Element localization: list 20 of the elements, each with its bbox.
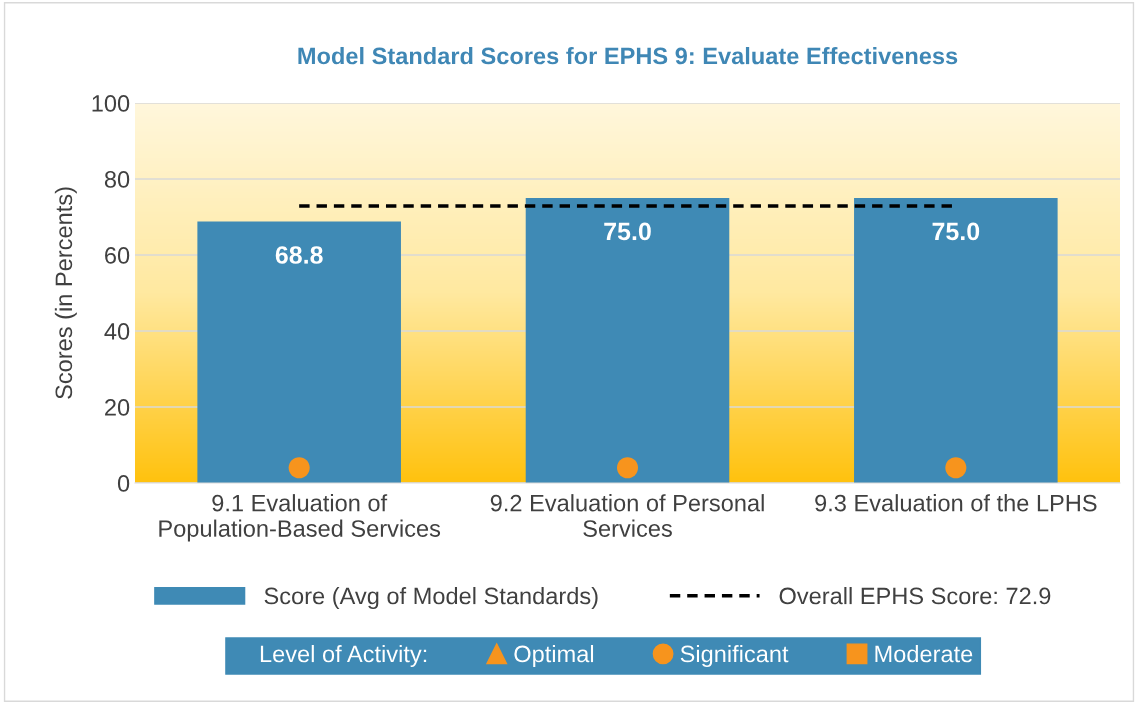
data-label: 75.0: [604, 222, 651, 241]
legend-label: Moderate: [875, 644, 973, 663]
y-tick-label: 60: [105, 247, 130, 264]
legend-label: Significant: [680, 644, 789, 668]
y-tick-label: 40: [104, 323, 130, 340]
y-tick-label: 0: [117, 475, 130, 492]
x-tick-label: 9.1 Evaluation of Population-Based Services: [159, 494, 441, 542]
legend-title: Level of Activity:: [260, 644, 427, 668]
legend-label: Score (Avg of Model Standards): [264, 586, 598, 609]
y-tick-label: 80: [104, 171, 130, 188]
chart-title: Model Standard Scores for EPHS 9: Evaluate Effectiveness: [298, 47, 958, 65]
legend-label: Optimal: [514, 644, 594, 668]
data-label: 68.8: [275, 246, 323, 264]
x-tick-label: 9.2 Evaluation of Personal Services: [490, 494, 764, 537]
x-tick-label: 9.3 Evaluation of the LPHS: [815, 494, 1097, 512]
y-tick-label: 20: [105, 399, 130, 416]
data-label: 75.0: [932, 222, 980, 241]
y-tick-label: 100: [92, 95, 130, 112]
y-axis-title: Scores (in Percents): [54, 187, 77, 399]
legend-label: Overall EPHS Score: 72.9: [779, 586, 1051, 605]
